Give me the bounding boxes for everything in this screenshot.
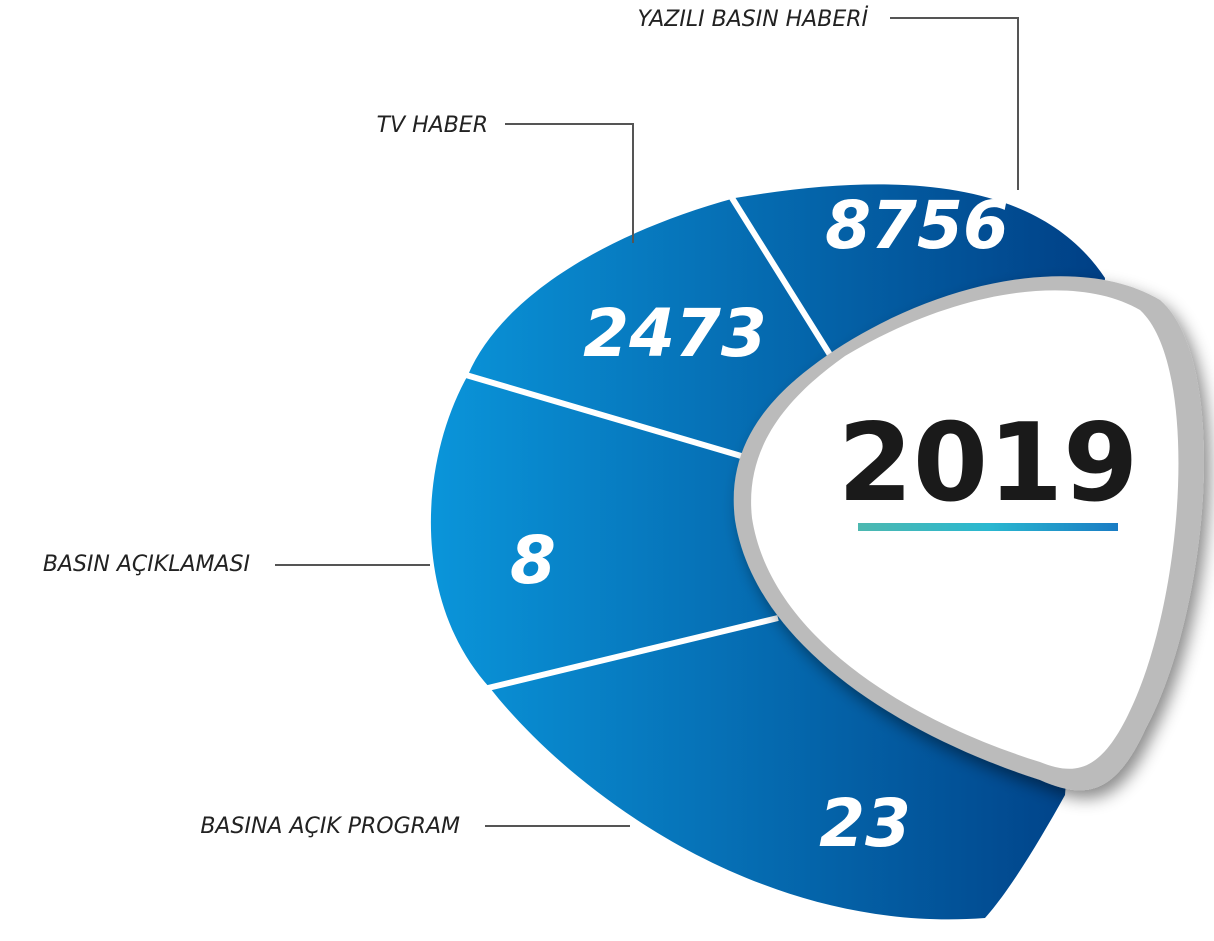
separator: [487, 615, 779, 691]
segment-value: 8756: [825, 187, 1009, 264]
separator: [465, 372, 749, 461]
segment-label: YAZILI BASIN HABERİ: [638, 6, 869, 32]
title-underline: [858, 523, 1118, 531]
separator: [729, 196, 835, 360]
leader-line: [505, 123, 634, 243]
segment-value: 23: [819, 785, 911, 862]
year-title: 2019: [838, 401, 1139, 526]
segment-value: 8: [510, 522, 556, 599]
segment-value: 2473: [583, 295, 767, 372]
leader-line: [890, 17, 1019, 190]
segment-label: BASINA AÇIK PROGRAM: [200, 814, 460, 839]
segment-label: TV HABER: [377, 113, 488, 138]
segment-label: BASIN AÇIKLAMASI: [43, 552, 250, 577]
